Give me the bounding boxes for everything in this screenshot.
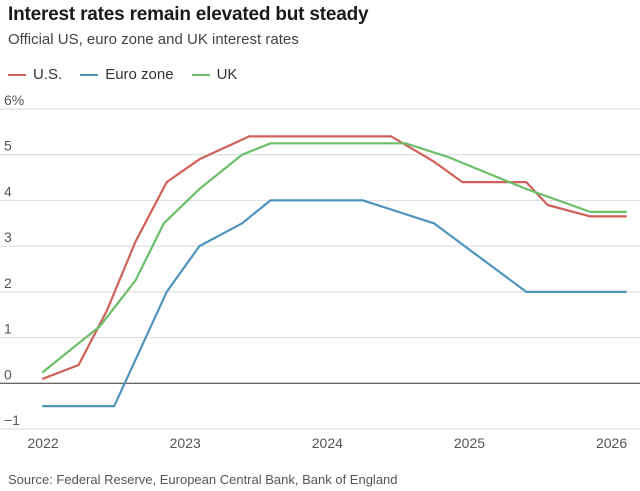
line-chart: −1 0 1 2 3 4 5 6% 2022 2023 2024 2025 2026 bbox=[0, 0, 640, 470]
y-tick-label: 5 bbox=[4, 138, 12, 154]
y-tick-label: −1 bbox=[4, 412, 20, 428]
x-tick-label: 2023 bbox=[170, 435, 201, 451]
y-tick-label: 6% bbox=[4, 92, 24, 108]
y-tick-label: 4 bbox=[4, 183, 12, 199]
y-tick-label: 1 bbox=[4, 321, 12, 337]
y-tick-label: 2 bbox=[4, 275, 12, 291]
x-tick-label: 2022 bbox=[28, 435, 59, 451]
chart-source: Source: Federal Reserve, European Centra… bbox=[8, 472, 398, 487]
y-tick-label: 3 bbox=[4, 229, 12, 245]
series-line-euro-zone bbox=[43, 200, 626, 406]
x-tick-label: 2025 bbox=[454, 435, 485, 451]
series-line-u-s bbox=[43, 136, 626, 378]
y-tick-label: 0 bbox=[4, 366, 12, 382]
x-tick-label: 2026 bbox=[596, 435, 627, 451]
x-tick-label: 2024 bbox=[312, 435, 343, 451]
